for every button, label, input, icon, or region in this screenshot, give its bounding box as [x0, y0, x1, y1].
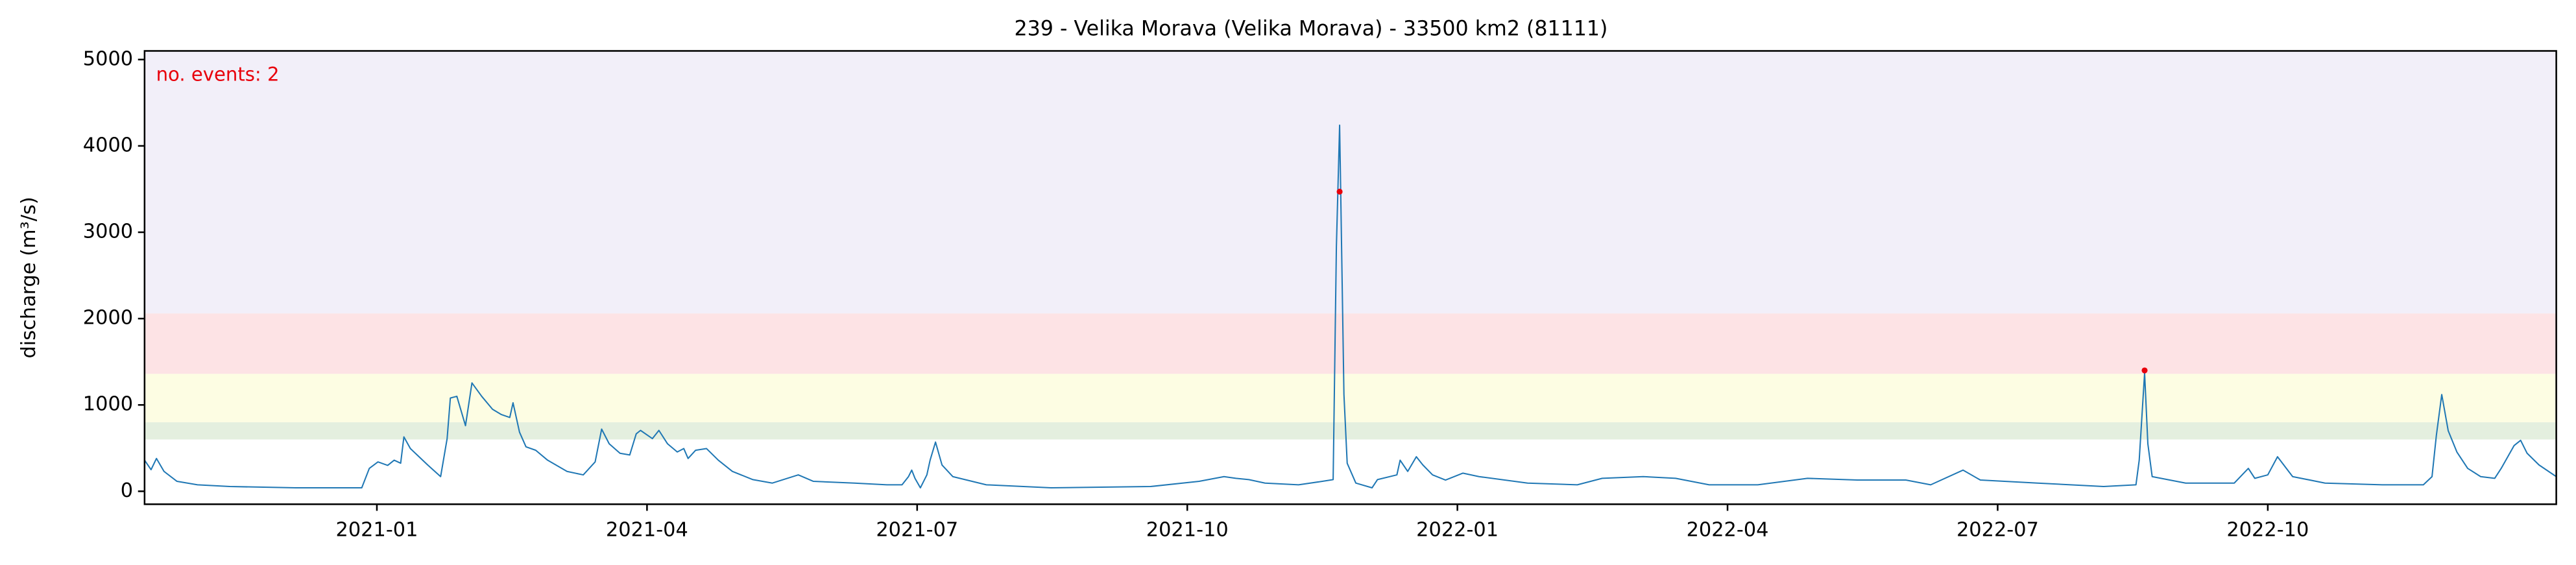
y-tick-label: 1000 — [83, 393, 133, 416]
y-tick-label: 4000 — [83, 134, 133, 156]
threshold-band — [144, 422, 2557, 440]
y-axis-label: discharge (m³/s) — [18, 197, 40, 358]
threshold-band — [144, 374, 2557, 422]
event-point — [2141, 367, 2148, 374]
x-tick-label: 2022-01 — [1416, 518, 1499, 541]
x-tick-label: 2022-04 — [1687, 518, 1769, 541]
threshold-bands — [144, 51, 2557, 440]
x-tick-label: 2021-10 — [1146, 518, 1229, 541]
plot-frame — [143, 50, 2557, 505]
discharge-line — [144, 124, 2557, 489]
event-point — [1336, 188, 1343, 195]
x-tick-label: 2021-07 — [876, 518, 958, 541]
y-tick-label: 5000 — [83, 47, 133, 70]
x-tick-label: 2021-04 — [606, 518, 688, 541]
x-tick-label: 2022-10 — [2226, 518, 2309, 541]
event-count: no. events: 2 — [156, 63, 280, 85]
y-tick-label: 0 — [121, 479, 133, 502]
x-tick-label: 2021-01 — [336, 518, 418, 541]
y-tick-label: 3000 — [83, 221, 133, 243]
threshold-band — [144, 313, 2557, 374]
plot-marks — [144, 124, 2557, 489]
y-tick-label: 2000 — [83, 307, 133, 330]
chart-title: 239 - Velika Morava (Velika Morava) - 33… — [1014, 18, 1607, 41]
threshold-band — [144, 51, 2557, 314]
x-tick-label: 2022-07 — [1956, 518, 2039, 541]
axes: 0 1000 2000 3000 4000 5000 2021-01 2021-04 2021-… — [83, 47, 2309, 541]
